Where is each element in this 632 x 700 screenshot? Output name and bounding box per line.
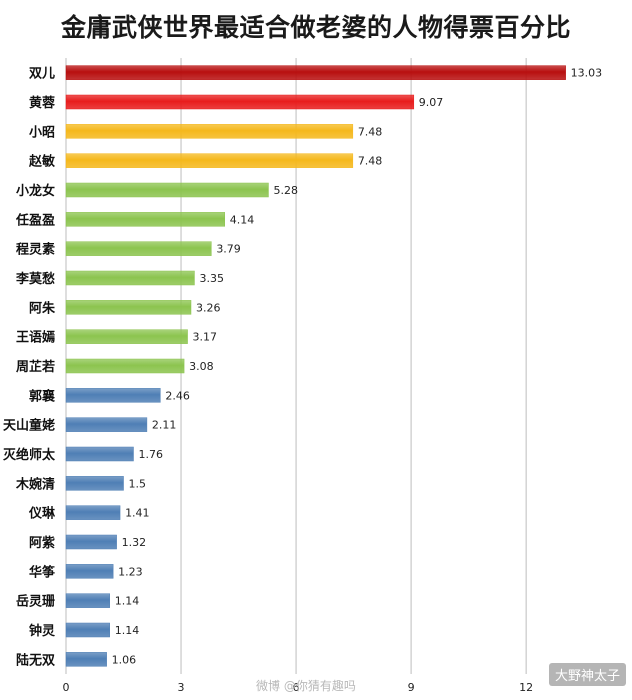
bar-21: [65, 652, 107, 667]
value-label: 1.76: [138, 448, 163, 461]
bar-8: [65, 270, 195, 286]
bar-17: [65, 534, 117, 550]
value-label: 1.06: [112, 653, 136, 666]
category-label: 小龙女: [16, 183, 55, 199]
category-label: 任盈盈: [15, 212, 55, 228]
category-label: 李莫愁: [15, 271, 55, 287]
category-label: 黄蓉: [29, 95, 56, 111]
value-label: 9.07: [419, 96, 444, 109]
value-label: 1.41: [125, 507, 150, 520]
bar-12: [65, 388, 161, 403]
value-label: 3.79: [216, 243, 241, 256]
category-label: 王语嫣: [16, 330, 55, 346]
category-label: 双儿: [29, 67, 55, 82]
bar-5: [65, 182, 269, 198]
value-label: 7.48: [358, 155, 383, 168]
category-label: 阿紫: [29, 535, 55, 551]
bar-14: [65, 446, 134, 462]
category-label: 天山童姥: [3, 418, 55, 434]
category-label: 灭绝师太: [2, 447, 56, 463]
bar-9: [65, 300, 192, 315]
bar-6: [65, 212, 225, 227]
bar-2: [65, 94, 415, 110]
category-label: 小昭: [29, 125, 55, 140]
category-label: 木婉清: [15, 476, 55, 492]
x-tick-label: 6: [293, 681, 300, 694]
weibo-mark: 微博 @你猜有趣吗: [256, 679, 356, 693]
bar-3: [65, 124, 354, 139]
value-label: 1.23: [118, 565, 143, 578]
value-label: 3.08: [189, 360, 214, 373]
tick-layer: 0 3 6 9 12: [63, 681, 534, 694]
bar-13: [65, 417, 148, 432]
bar-1: [65, 65, 566, 80]
value-label: 3.35: [199, 272, 224, 285]
category-label: 程灵素: [16, 242, 55, 258]
bar-18: [65, 564, 114, 579]
bar-20: [65, 622, 110, 638]
bar-7: [65, 241, 212, 256]
value-label: 3.17: [193, 331, 218, 344]
category-label: 赵敏: [28, 154, 56, 170]
category-label: 华筝: [29, 564, 55, 580]
value-label: 1.32: [122, 536, 147, 549]
value-label: 3.26: [196, 301, 221, 314]
value-label: 4.14: [230, 213, 255, 226]
value-label: 5.28: [273, 184, 298, 197]
bar-11: [65, 358, 185, 374]
bar-10: [65, 329, 188, 344]
bar-15: [65, 476, 124, 491]
watermark: 大野神太子: [548, 663, 626, 686]
x-tick-label: 12: [519, 681, 533, 694]
value-label: 13.03: [571, 67, 603, 80]
chart-title: 金庸武侠世界最适合做老婆的人物得票百分比: [60, 13, 571, 42]
x-tick-label: 3: [178, 681, 185, 694]
x-tick-label: 0: [63, 681, 70, 694]
value-label: 1.14: [115, 595, 140, 608]
category-label: 阿朱: [29, 300, 56, 316]
category-label: 钟灵: [29, 623, 56, 639]
bar-layer: [65, 65, 566, 667]
category-label: 郭襄: [29, 388, 56, 404]
value-label: 7.48: [358, 125, 383, 138]
bar-4: [65, 153, 354, 168]
value-label: 1.5: [129, 477, 147, 490]
category-label: 岳灵珊: [16, 595, 55, 610]
bar-16: [65, 505, 121, 520]
bar-19: [65, 593, 110, 608]
value-label: 1.14: [115, 624, 140, 637]
value-label: 2.11: [152, 419, 177, 432]
category-label: 陆无双: [16, 652, 55, 668]
category-label: 周芷若: [16, 359, 55, 375]
category-label: 仪琳: [28, 506, 56, 522]
value-label: 2.46: [165, 389, 190, 402]
label-layer: 双儿 13.03 黄蓉 9.07 小昭 7.48 赵敏 7.48 小龙女 5.28 任盈盈 4.14 程…: [2, 67, 602, 669]
x-tick-label: 9: [408, 681, 415, 694]
